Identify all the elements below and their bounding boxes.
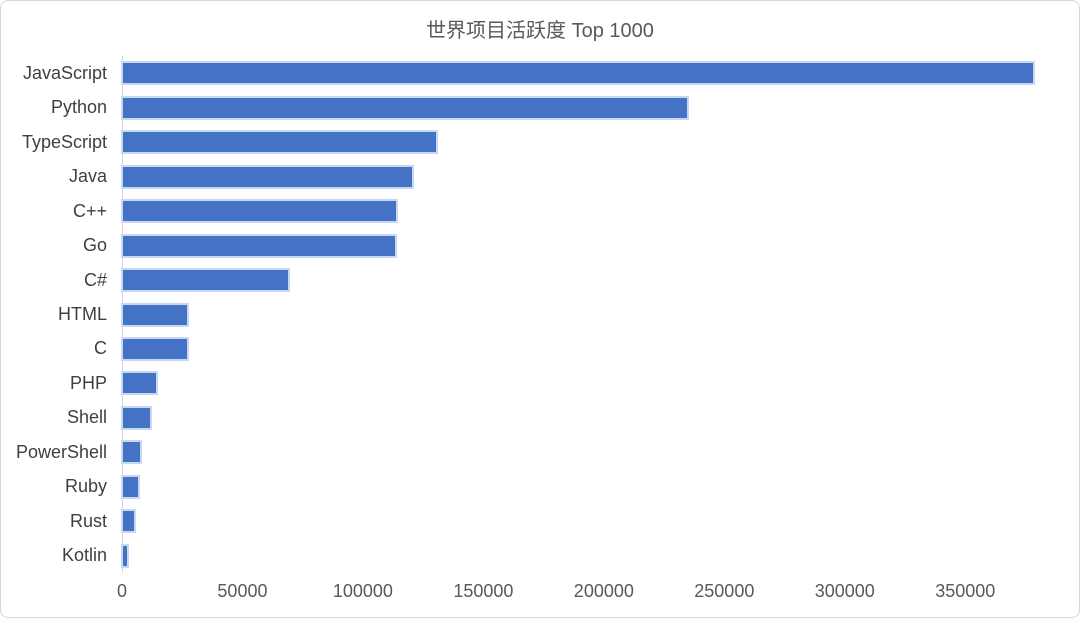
x-tick-label: 350000: [935, 581, 996, 601]
bar-java: [123, 166, 412, 187]
bar-row: [123, 194, 1078, 228]
bar-row: [123, 435, 1078, 469]
category-label: C#: [83, 269, 107, 290]
bar-go: [123, 235, 395, 256]
bar-row: [123, 159, 1078, 193]
bar-rust: [123, 511, 134, 532]
category-label: JavaScript: [22, 62, 107, 83]
category-label: C: [94, 338, 107, 359]
bar-c: [123, 201, 397, 222]
category-label: Ruby: [64, 476, 107, 497]
bar-kotlin: [123, 545, 127, 566]
bar-row: [123, 332, 1078, 366]
bar-javascript: [123, 63, 1033, 84]
bar-row: [123, 297, 1078, 331]
bar-powershell: [123, 442, 140, 463]
category-label: C++: [72, 200, 107, 221]
bar-html: [123, 304, 187, 325]
bar-row: [123, 470, 1078, 504]
category-label: Python: [50, 97, 107, 118]
bar-row: [123, 90, 1078, 124]
x-tick-label: 100000: [332, 581, 393, 601]
chart-title: 世界项目活跃度 Top 1000: [426, 20, 654, 42]
bar-row: [123, 125, 1078, 159]
category-label: Go: [82, 235, 107, 256]
bar-row: [123, 504, 1078, 538]
x-tick-label: 300000: [814, 581, 875, 601]
bar-row: [123, 56, 1078, 90]
bar-c: [123, 270, 289, 291]
bar-c: [123, 338, 187, 359]
value-axis: 0 50000 100000 150000 200000 250000 300000 3500…: [1, 581, 1079, 605]
category-label: Shell: [66, 407, 107, 428]
bar-row: [123, 263, 1078, 297]
plot-area: [122, 56, 1078, 573]
category-label: PowerShell: [15, 441, 107, 462]
x-tick-label: 200000: [573, 581, 634, 601]
bar-php: [123, 373, 157, 394]
bar-shell: [123, 407, 151, 428]
category-axis: JavaScript Python TypeScript Java C++ Go C# HTM…: [1, 56, 107, 573]
category-label: Java: [68, 166, 107, 187]
x-tick-label: 50000: [217, 581, 268, 601]
bar-row: [123, 366, 1078, 400]
category-label: PHP: [69, 372, 107, 393]
x-tick-label: 0: [116, 581, 128, 601]
x-tick-label: 250000: [694, 581, 755, 601]
bar-row: [123, 401, 1078, 435]
bar-row: [123, 539, 1078, 573]
category-label: Rust: [69, 510, 107, 531]
category-label: TypeScript: [21, 131, 107, 152]
bar-row: [123, 228, 1078, 262]
category-label: Kotlin: [61, 545, 107, 566]
bar-python: [123, 97, 688, 118]
bar-ruby: [123, 476, 139, 497]
bar-typescript: [123, 132, 436, 153]
x-tick-label: 150000: [453, 581, 514, 601]
category-label: HTML: [58, 304, 107, 325]
